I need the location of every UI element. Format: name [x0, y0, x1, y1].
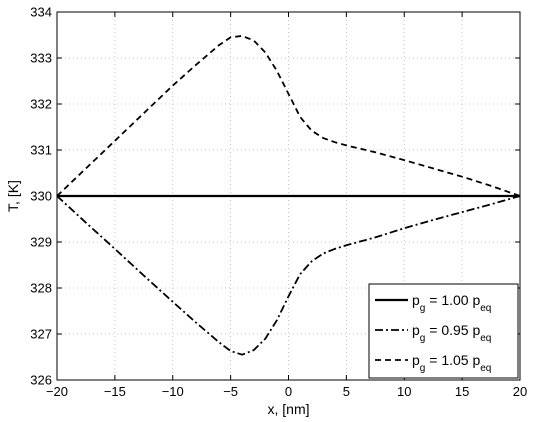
y-tick-label: 331: [30, 143, 52, 158]
x-axis-label: x, [nm]: [267, 401, 309, 417]
y-tick-label: 326: [30, 373, 52, 388]
y-tick-label: 332: [30, 97, 52, 112]
y-tick-label: 330: [30, 189, 52, 204]
y-tick-label: 329: [30, 235, 52, 250]
x-tick-label: −15: [104, 384, 126, 399]
x-tick-label: −20: [46, 384, 68, 399]
legend: pg = 1.00 peq pg = 0.95 peq pg = 1.05 peq: [368, 283, 519, 379]
legend-label-1: pg = 1.00 peq: [412, 292, 491, 314]
y-tick-label: 327: [30, 327, 52, 342]
x-tick-label: 10: [397, 384, 411, 399]
x-tick-label: −10: [162, 384, 184, 399]
x-tick-label: −5: [223, 384, 238, 399]
x-tick-label: 15: [455, 384, 469, 399]
x-tick-label: 0: [285, 384, 292, 399]
series-layer: [56, 35, 521, 356]
y-tick-label: 334: [30, 5, 52, 20]
x-tick-label: 20: [513, 384, 527, 399]
y-tick-label: 328: [30, 281, 52, 296]
series-line-2: [56, 195, 521, 356]
legend-label-2: pg = 0.95 peq: [412, 322, 491, 344]
y-axis-label: T, [K]: [5, 180, 21, 212]
y-tick-labels: 326 327 328 329 330 331 332 333 334: [30, 5, 52, 388]
series-line-3: [56, 35, 521, 197]
legend-label-3: pg = 1.05 peq: [412, 352, 491, 374]
x-tick-labels: −20 −15 −10 −5 0 5 10 15 20: [46, 384, 527, 399]
x-tick-label: 5: [343, 384, 350, 399]
y-tick-label: 333: [30, 51, 52, 66]
